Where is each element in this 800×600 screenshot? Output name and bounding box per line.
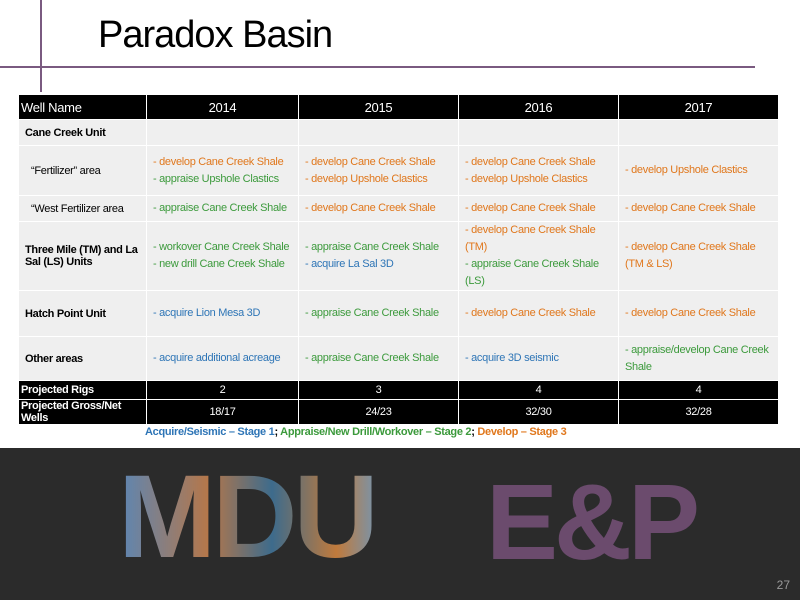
- footer-row: Projected Rigs 2 3 4 4: [18, 380, 779, 400]
- header-cell: 2014: [146, 94, 299, 120]
- decor-line: [40, 0, 42, 92]
- cell-item: - acquire 3D seismic: [465, 352, 559, 364]
- cell-item: - new drill Cane Creek Shale: [153, 258, 285, 270]
- cell-item: - develop Cane Creek Shale (TM & LS): [625, 241, 756, 270]
- header-row: Well Name 2014 2015 2016 2017: [18, 94, 779, 120]
- cell-item: - develop Upshole Clastics: [305, 172, 428, 185]
- table-cell: - develop Cane Creek Shale: [618, 195, 779, 222]
- cell-item: - appraise Cane Creek Shale: [305, 307, 439, 319]
- footer-value: 32/28: [618, 399, 779, 425]
- table-cell: - develop Cane Creek Shale - appraise Ups…: [146, 145, 299, 196]
- legend-item: Acquire/Seismic – Stage 1: [145, 426, 275, 438]
- table-cell: - workover Cane Creek Shale - new drill C…: [146, 221, 299, 291]
- cell-item: - appraise Upshole Clastics: [153, 172, 279, 185]
- legend: Acquire/Seismic – Stage 1; Appraise/New …: [145, 426, 567, 438]
- cell-item: - acquire La Sal 3D: [305, 258, 394, 270]
- table-row: Cane Creek Unit: [18, 119, 779, 146]
- cell-item: - appraise/develop Cane Creek Shale: [625, 343, 769, 373]
- table-cell: [298, 119, 459, 146]
- legend-item: Develop – Stage 3: [477, 426, 567, 438]
- row-label: Cane Creek Unit: [18, 119, 147, 146]
- cell-item: - appraise Cane Creek Shale: [153, 202, 287, 214]
- cell-item: - develop Cane Creek Shale: [153, 155, 284, 168]
- header-cell: 2015: [298, 94, 459, 120]
- footer-value: 18/17: [146, 399, 299, 425]
- cell-item: - develop Cane Creek Shale: [305, 155, 436, 168]
- footer-value: 3: [298, 380, 459, 400]
- row-label: Three Mile (TM) and La Sal (LS) Units: [18, 221, 147, 291]
- cell-item: - develop Upshole Clastics: [465, 172, 588, 185]
- cell-item: - acquire Lion Mesa 3D: [153, 307, 261, 319]
- decor-line: [0, 66, 755, 68]
- table-cell: - develop Cane Creek Shale - develop Upsh…: [298, 145, 459, 196]
- table-cell: [458, 119, 619, 146]
- logo-right: E&P: [486, 461, 700, 582]
- cell-item: - develop Cane Creek Shale: [465, 307, 596, 319]
- table-cell: - appraise Cane Creek Shale: [298, 290, 459, 337]
- footer-value: 4: [458, 380, 619, 400]
- cell-item: - develop Cane Creek Shale (TM): [465, 224, 596, 253]
- cell-item: - appraise Cane Creek Shale (LS): [465, 258, 599, 287]
- cell-item: - workover Cane Creek Shale: [153, 241, 290, 253]
- table-row: Other areas - acquire additional acreage -…: [18, 336, 779, 381]
- cell-item: - develop Cane Creek Shale: [625, 307, 756, 319]
- cell-item: - appraise Cane Creek Shale: [305, 352, 439, 364]
- table-row: “Fertilizer” area - develop Cane Creek Sh…: [18, 145, 779, 196]
- slide-title: Paradox Basin: [98, 14, 333, 56]
- row-label: Other areas: [18, 336, 147, 381]
- legend-item: ;: [274, 426, 281, 438]
- page-number: 27: [776, 578, 790, 592]
- cell-item: - develop Cane Creek Shale: [625, 202, 756, 214]
- table-cell: - appraise Cane Creek Shale - acquire La …: [298, 221, 459, 291]
- table-cell: - appraise/develop Cane Creek Shale: [618, 336, 779, 381]
- legend-item: ;: [471, 426, 478, 438]
- footer-value: 32/30: [458, 399, 619, 425]
- cell-item: - acquire additional acreage: [153, 352, 281, 364]
- row-label: Hatch Point Unit: [18, 290, 147, 337]
- table-cell: - appraise Cane Creek Shale: [146, 195, 299, 222]
- table-cell: [146, 119, 299, 146]
- cell-item: - develop Cane Creek Shale: [305, 202, 436, 214]
- cell-item: - develop Cane Creek Shale: [465, 202, 596, 214]
- table-cell: - develop Cane Creek Shale (TM) - apprais…: [458, 221, 619, 291]
- table-cell: - develop Cane Creek Shale - develop Upsh…: [458, 145, 619, 196]
- table-cell: - acquire Lion Mesa 3D: [146, 290, 299, 337]
- banner: [0, 448, 800, 600]
- header-cell: 2016: [458, 94, 619, 120]
- table-cell: - develop Cane Creek Shale: [618, 290, 779, 337]
- footer-value: 2: [146, 380, 299, 400]
- well-table: Well Name 2014 2015 2016 2017 Cane Creek Unit…: [18, 94, 779, 425]
- table-cell: [618, 119, 779, 146]
- table-cell: - develop Cane Creek Shale: [458, 195, 619, 222]
- logo-left: MDU: [118, 451, 379, 583]
- footer-row: Projected Gross/Net Wells 18/17 24/23 32/30…: [18, 399, 779, 425]
- table-cell: - develop Cane Creek Shale: [298, 195, 459, 222]
- footer-value: 4: [618, 380, 779, 400]
- table-cell: - develop Cane Creek Shale (TM & LS): [618, 221, 779, 291]
- table-row: Three Mile (TM) and La Sal (LS) Units - w…: [18, 221, 779, 291]
- footer-label: Projected Gross/Net Wells: [18, 399, 147, 425]
- table-row: Hatch Point Unit - acquire Lion Mesa 3D - …: [18, 290, 779, 337]
- table-cell: - acquire additional acreage: [146, 336, 299, 381]
- header-cell: 2017: [618, 94, 779, 120]
- header-cell: Well Name: [18, 94, 147, 120]
- table-cell: - develop Cane Creek Shale: [458, 290, 619, 337]
- cell-item: - appraise Cane Creek Shale: [305, 241, 439, 253]
- cell-item: - develop Upshole Clastics: [625, 164, 748, 176]
- table-cell: - acquire 3D seismic: [458, 336, 619, 381]
- row-label: “West Fertilizer area: [18, 195, 147, 222]
- table-cell: - appraise Cane Creek Shale: [298, 336, 459, 381]
- footer-label: Projected Rigs: [18, 380, 147, 400]
- table-cell: - develop Upshole Clastics: [618, 145, 779, 196]
- footer-value: 24/23: [298, 399, 459, 425]
- cell-item: - develop Cane Creek Shale: [465, 155, 596, 168]
- row-label: “Fertilizer” area: [18, 145, 147, 196]
- legend-item: Appraise/New Drill/Workover – Stage 2: [280, 426, 472, 438]
- table-row: “West Fertilizer area - appraise Cane Cre…: [18, 195, 779, 222]
